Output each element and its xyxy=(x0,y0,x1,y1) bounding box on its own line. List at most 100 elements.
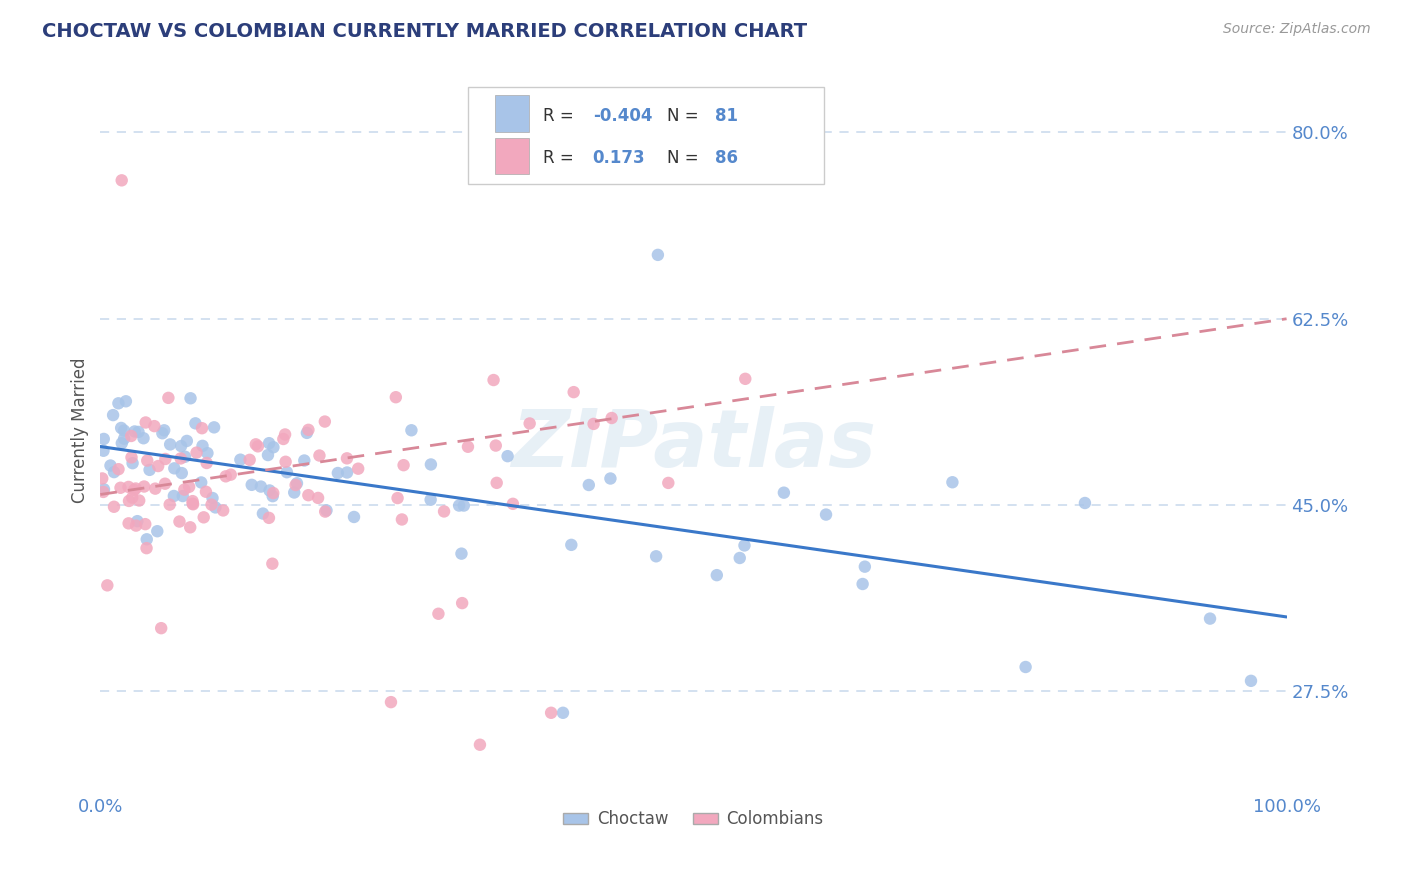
Point xyxy=(599,471,621,485)
Point xyxy=(343,510,366,524)
Point xyxy=(115,394,138,409)
Point xyxy=(450,547,472,561)
Legend: Choctaw, Colombians: Choctaw, Colombians xyxy=(557,804,831,835)
Point xyxy=(392,458,415,472)
Point xyxy=(174,450,197,464)
Point xyxy=(121,456,143,470)
Point xyxy=(200,498,222,512)
Point xyxy=(295,425,318,440)
Point xyxy=(496,449,519,463)
Point xyxy=(107,396,129,410)
Point xyxy=(274,455,297,469)
Text: Source: ZipAtlas.com: Source: ZipAtlas.com xyxy=(1223,22,1371,37)
Point xyxy=(457,440,479,454)
Point xyxy=(246,439,269,453)
Point xyxy=(110,481,132,495)
Point xyxy=(122,483,145,497)
Point xyxy=(100,458,122,473)
Text: -0.404: -0.404 xyxy=(593,106,652,125)
Point xyxy=(184,417,207,431)
Point xyxy=(93,443,115,458)
Point xyxy=(419,492,441,507)
Point xyxy=(125,518,148,533)
Point xyxy=(419,458,441,472)
Point xyxy=(190,475,212,490)
Point xyxy=(153,423,176,437)
Point xyxy=(540,706,562,720)
Point xyxy=(193,510,215,524)
Point xyxy=(103,500,125,514)
Point xyxy=(551,706,574,720)
Point xyxy=(308,449,330,463)
Point xyxy=(706,568,728,582)
Point xyxy=(645,549,668,564)
Point xyxy=(159,498,181,512)
Point xyxy=(336,466,359,480)
Point xyxy=(136,453,159,467)
Point xyxy=(125,482,148,496)
Point xyxy=(262,489,284,503)
Point xyxy=(101,408,124,422)
Point xyxy=(202,420,225,434)
Point xyxy=(134,479,156,493)
Point xyxy=(502,497,524,511)
Point xyxy=(110,421,132,435)
Point xyxy=(284,478,307,492)
Point xyxy=(143,419,166,434)
Point xyxy=(582,417,605,431)
Point xyxy=(134,517,156,532)
Point xyxy=(107,462,129,476)
Point xyxy=(135,533,157,547)
Point xyxy=(1199,612,1222,626)
Text: R =: R = xyxy=(543,149,579,167)
Point xyxy=(485,475,508,490)
Point xyxy=(191,421,214,435)
Point xyxy=(103,465,125,479)
Point xyxy=(427,607,450,621)
Point xyxy=(229,452,252,467)
Y-axis label: Currently Married: Currently Married xyxy=(72,358,89,503)
Point xyxy=(1014,660,1036,674)
Point xyxy=(657,475,679,490)
Point xyxy=(315,503,337,517)
Point xyxy=(179,520,201,534)
Point xyxy=(112,424,135,438)
Point xyxy=(127,514,149,528)
Point xyxy=(391,512,413,526)
Point xyxy=(250,479,273,493)
Point xyxy=(347,461,370,475)
Point xyxy=(201,491,224,505)
Point xyxy=(186,445,208,459)
Point xyxy=(180,391,202,405)
Point xyxy=(468,738,491,752)
Point xyxy=(240,478,263,492)
Point xyxy=(191,439,214,453)
Point xyxy=(941,475,963,490)
Point xyxy=(252,507,274,521)
Point xyxy=(96,578,118,592)
Point xyxy=(170,466,193,480)
Point xyxy=(170,451,193,466)
Point xyxy=(482,373,505,387)
Text: N =: N = xyxy=(668,106,704,125)
Point xyxy=(135,541,157,556)
Point xyxy=(157,391,180,405)
Point xyxy=(307,491,329,505)
Point xyxy=(135,416,157,430)
Point xyxy=(146,524,169,539)
Point xyxy=(562,385,585,400)
Point xyxy=(204,500,226,515)
Point xyxy=(259,483,281,498)
Point xyxy=(728,551,751,566)
Point xyxy=(150,621,173,635)
Point xyxy=(262,440,284,454)
Point xyxy=(647,248,669,262)
Point xyxy=(449,499,471,513)
Point xyxy=(314,415,336,429)
Point xyxy=(138,463,160,477)
Point xyxy=(401,423,423,437)
Point xyxy=(433,504,456,518)
Point xyxy=(297,423,319,437)
Point xyxy=(163,489,186,503)
Point xyxy=(194,484,217,499)
